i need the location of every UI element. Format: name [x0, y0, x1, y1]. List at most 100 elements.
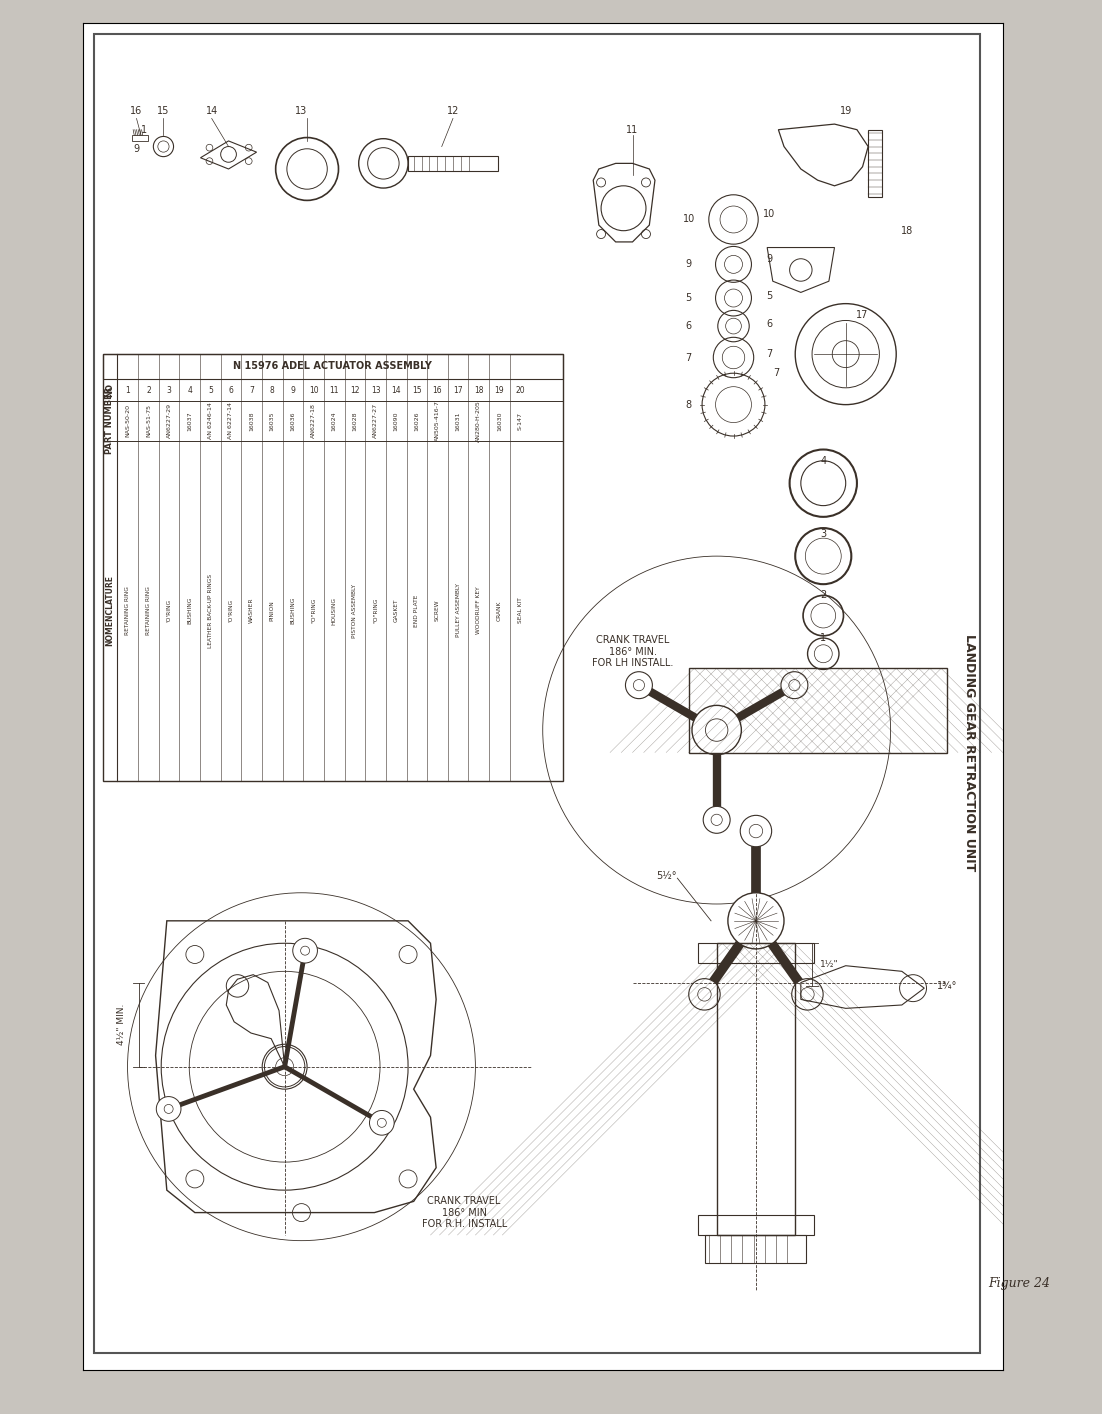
- Text: 18: 18: [901, 226, 914, 236]
- Text: 5: 5: [685, 293, 692, 303]
- Circle shape: [781, 672, 808, 699]
- Text: 6: 6: [685, 321, 692, 331]
- Text: NOMENCLATURE: NOMENCLATURE: [105, 575, 115, 646]
- Circle shape: [369, 1110, 395, 1135]
- Text: "O"RING: "O"RING: [311, 598, 316, 624]
- Text: HOUSING: HOUSING: [332, 597, 337, 625]
- Text: 6: 6: [228, 386, 234, 395]
- Text: 2: 2: [820, 591, 826, 601]
- Bar: [102, 354, 563, 379]
- Text: PISTON ASSEMBLY: PISTON ASSEMBLY: [353, 584, 357, 638]
- Text: LANDING GEAR RETRACTION UNIT: LANDING GEAR RETRACTION UNIT: [963, 633, 975, 871]
- Text: 15: 15: [158, 106, 170, 116]
- Text: 11: 11: [626, 124, 639, 134]
- Text: AN 6227-14: AN 6227-14: [228, 403, 234, 440]
- Circle shape: [791, 978, 823, 1010]
- Circle shape: [689, 978, 721, 1010]
- Text: 16: 16: [433, 386, 442, 395]
- Bar: [408, 156, 498, 171]
- Text: SEAL KIT: SEAL KIT: [518, 598, 522, 624]
- Bar: [132, 136, 148, 141]
- Bar: [689, 669, 947, 752]
- Text: CRANK TRAVEL
186° MIN.
FOR LH INSTALL.: CRANK TRAVEL 186° MIN. FOR LH INSTALL.: [592, 635, 673, 667]
- Text: AN6227-27: AN6227-27: [374, 403, 378, 438]
- Text: 14: 14: [206, 106, 218, 116]
- Text: Figure 24: Figure 24: [988, 1277, 1050, 1291]
- Text: 16035: 16035: [270, 411, 274, 431]
- Text: 'O'RING: 'O'RING: [228, 600, 234, 622]
- Text: AN6227-18: AN6227-18: [311, 403, 316, 438]
- Text: BUSHING: BUSHING: [187, 597, 192, 624]
- Text: "O"RING: "O"RING: [374, 598, 378, 624]
- Text: 7: 7: [766, 349, 773, 359]
- Text: PULLEY ASSEMBLY: PULLEY ASSEMBLY: [455, 584, 461, 638]
- Bar: [868, 130, 882, 197]
- Text: NAS-50-20: NAS-50-20: [126, 404, 130, 437]
- Text: 5½°: 5½°: [656, 871, 677, 881]
- Text: 4: 4: [187, 386, 192, 395]
- Text: 19: 19: [495, 386, 505, 395]
- Text: 12: 12: [350, 386, 359, 395]
- Text: 1: 1: [141, 124, 148, 134]
- Text: CRANK: CRANK: [497, 601, 501, 621]
- Text: SCREW: SCREW: [435, 600, 440, 621]
- Text: WOODRUFF KEY: WOODRUFF KEY: [476, 587, 482, 635]
- Text: 3: 3: [820, 529, 826, 539]
- Text: 9: 9: [685, 259, 692, 269]
- Text: 1¾°: 1¾°: [937, 981, 957, 991]
- Text: 7: 7: [249, 386, 255, 395]
- Text: 8: 8: [270, 386, 274, 395]
- Text: 18: 18: [474, 386, 484, 395]
- Circle shape: [293, 939, 317, 963]
- Text: 10: 10: [764, 209, 776, 219]
- Text: N 15976 ADEL ACTUATOR ASSEMBLY: N 15976 ADEL ACTUATOR ASSEMBLY: [234, 362, 432, 372]
- Text: 16030: 16030: [497, 411, 501, 431]
- Circle shape: [156, 1097, 181, 1121]
- Text: AN505-416-7: AN505-416-7: [435, 400, 440, 441]
- Text: 5: 5: [208, 386, 213, 395]
- Text: 16024: 16024: [332, 411, 337, 431]
- Text: PINION: PINION: [270, 600, 274, 621]
- Text: 9: 9: [133, 144, 140, 154]
- Text: LEATHER BACK-UP RINGS: LEATHER BACK-UP RINGS: [208, 574, 213, 648]
- Circle shape: [728, 892, 784, 949]
- Text: 16037: 16037: [187, 411, 192, 431]
- Text: 15: 15: [412, 386, 422, 395]
- Bar: [716, 943, 796, 1234]
- Text: AN 6246-14: AN 6246-14: [208, 403, 213, 440]
- Text: 16031: 16031: [455, 411, 461, 431]
- Text: 12: 12: [446, 106, 460, 116]
- Text: 10: 10: [309, 386, 318, 395]
- Text: 1: 1: [820, 633, 826, 643]
- Text: 3: 3: [166, 386, 172, 395]
- Text: 17: 17: [453, 386, 463, 395]
- Text: 1½": 1½": [820, 960, 839, 969]
- Text: GASKET: GASKET: [393, 598, 399, 622]
- Text: 'O'RING: 'O'RING: [166, 600, 172, 622]
- Text: 6: 6: [766, 318, 773, 329]
- Text: 9: 9: [766, 253, 773, 264]
- Text: PART NUMBER: PART NUMBER: [105, 386, 115, 454]
- Bar: [102, 354, 563, 781]
- Text: AN280-H-205: AN280-H-205: [476, 400, 482, 441]
- Text: 16038: 16038: [249, 411, 255, 431]
- Circle shape: [626, 672, 652, 699]
- Circle shape: [703, 806, 731, 833]
- Text: 13: 13: [295, 106, 307, 116]
- Text: 9: 9: [291, 386, 295, 395]
- Text: 2: 2: [147, 386, 151, 395]
- Text: 17: 17: [856, 310, 868, 320]
- Text: END PLATE: END PLATE: [414, 594, 420, 626]
- Text: NO: NO: [105, 383, 115, 397]
- Circle shape: [741, 816, 771, 847]
- Text: 4½" MIN.: 4½" MIN.: [118, 1004, 127, 1045]
- Text: CRANK TRAVEL
186° MIN
FOR R.H. INSTALL: CRANK TRAVEL 186° MIN FOR R.H. INSTALL: [422, 1196, 507, 1229]
- Text: RETAINING RING: RETAINING RING: [145, 587, 151, 635]
- Text: 13: 13: [370, 386, 380, 395]
- Text: 14: 14: [391, 386, 401, 395]
- Text: 20: 20: [516, 386, 525, 395]
- Text: S-147: S-147: [518, 411, 522, 430]
- Circle shape: [692, 706, 742, 755]
- Text: 19: 19: [840, 106, 852, 116]
- Text: 16028: 16028: [353, 411, 357, 431]
